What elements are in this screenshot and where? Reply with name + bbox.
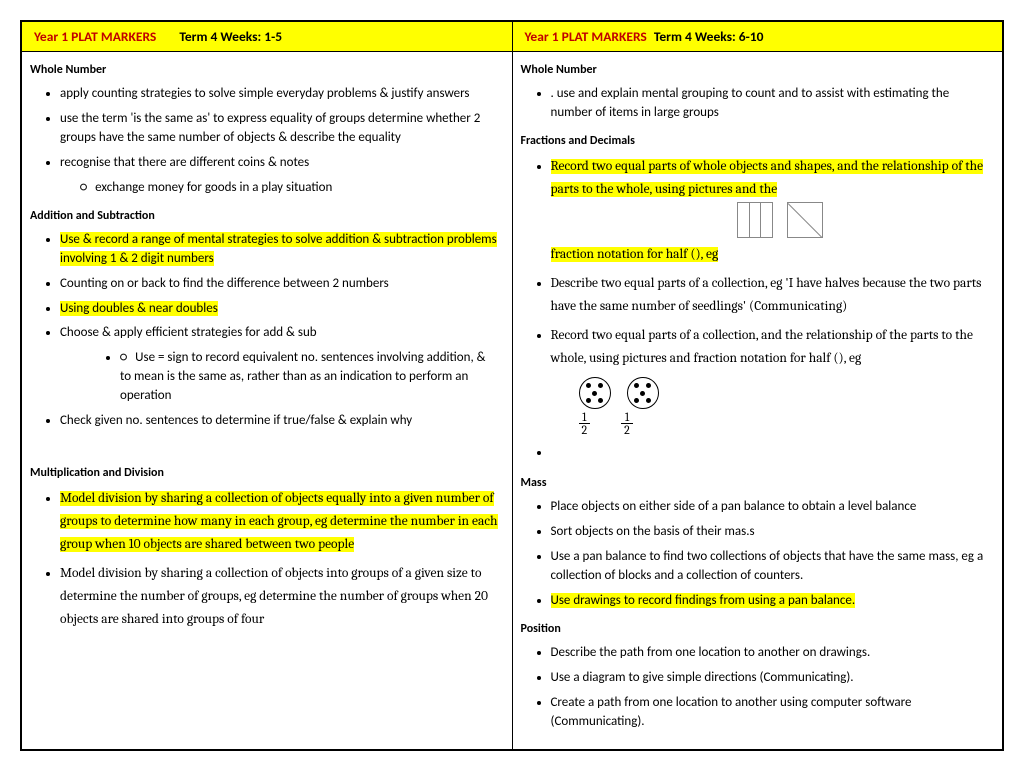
- header-left-title: Year 1 PLAT MARKERS: [34, 28, 156, 45]
- sub-list: exchange money for goods in a play situa…: [60, 179, 500, 198]
- add-sub-list: Use & record a range of mental strategie…: [30, 231, 500, 431]
- list-item: . use and explain mental grouping to cou…: [551, 85, 991, 123]
- header-right-weeks: Term 4 Weeks: 6-10: [654, 28, 764, 45]
- mult-div-list: Model division by sharing a collection o…: [30, 488, 500, 632]
- sub-list: Use = sign to record equivalent no. sent…: [100, 349, 500, 406]
- list-item: Place objects on either side of a pan ba…: [551, 498, 991, 517]
- list-item: [551, 442, 991, 465]
- list-item: Describe the path from one location to a…: [551, 644, 991, 663]
- list-item: Use a diagram to give simple directions …: [551, 669, 991, 688]
- dot-circle-icon: [627, 377, 659, 409]
- dot-fraction-diagram: 12 12: [579, 377, 991, 436]
- left-column: Whole Number apply counting strategies t…: [22, 52, 513, 749]
- list-item: Using doubles & near doubles: [60, 300, 500, 319]
- list-item: Use & record a range of mental strategie…: [60, 231, 500, 269]
- list-item: Check given no. sentences to determine i…: [60, 412, 500, 431]
- list-item: use the term 'is the same as' to express…: [60, 110, 500, 148]
- sub-item: Use = sign to record equivalent no. sent…: [120, 349, 500, 406]
- section-heading: Addition and Subtraction: [30, 208, 500, 225]
- body-row: Whole Number apply counting strategies t…: [22, 52, 1002, 749]
- list-item: recognise that there are different coins…: [60, 154, 500, 198]
- fractions-list: Record two equal parts of whole objects …: [521, 156, 991, 465]
- header-right: Year 1 PLAT MARKERS Term 4 Weeks: 6-10: [513, 22, 1003, 51]
- header-row: Year 1 PLAT MARKERS Term 4 Weeks: 1-5 Ye…: [22, 22, 1002, 52]
- header-left: Year 1 PLAT MARKERS Term 4 Weeks: 1-5: [22, 22, 513, 51]
- section-heading: Fractions and Decimals: [521, 133, 991, 150]
- fraction-boxes-icon: [731, 202, 830, 238]
- whole-number-list-r: . use and explain mental grouping to cou…: [521, 85, 991, 123]
- dot-circle-icon: [579, 377, 611, 409]
- section-heading: Position: [521, 621, 991, 638]
- position-list: Describe the path from one location to a…: [521, 644, 991, 731]
- header-right-title: Year 1 PLAT MARKERS: [525, 28, 647, 45]
- list-item: Sort objects on the basis of their mas.s: [551, 523, 991, 542]
- list-item: Model division by sharing a collection o…: [60, 488, 500, 557]
- list-item: Use a pan balance to find two collection…: [551, 548, 991, 586]
- plat-markers-table: Year 1 PLAT MARKERS Term 4 Weeks: 1-5 Ye…: [20, 20, 1004, 751]
- sub-item: exchange money for goods in a play situa…: [80, 179, 500, 198]
- list-item: Create a path from one location to anoth…: [551, 694, 991, 732]
- mass-list: Place objects on either side of a pan ba…: [521, 498, 991, 610]
- whole-number-list: apply counting strategies to solve simpl…: [30, 85, 500, 197]
- list-item: Choose & apply efficient strategies for …: [60, 324, 500, 405]
- section-heading: Whole Number: [521, 62, 991, 79]
- fraction-half-icon: 12: [621, 411, 633, 436]
- list-item: Use drawings to record findings from usi…: [551, 592, 991, 611]
- list-item: apply counting strategies to solve simpl…: [60, 85, 500, 104]
- header-left-weeks: Term 4 Weeks: 1-5: [179, 28, 282, 45]
- strip-box-icon: [737, 202, 773, 238]
- section-heading: Whole Number: [30, 62, 500, 79]
- fraction-half-icon: 12: [579, 411, 591, 436]
- list-item: Counting on or back to find the differen…: [60, 275, 500, 294]
- section-heading: Mass: [521, 475, 991, 492]
- list-item: Describe two equal parts of a collection…: [551, 273, 991, 319]
- list-item: Record two equal parts of whole objects …: [551, 156, 991, 267]
- section-heading: Multiplication and Division: [30, 465, 500, 482]
- right-column: Whole Number . use and explain mental gr…: [513, 52, 1003, 749]
- list-item: Model division by sharing a collection o…: [60, 563, 500, 632]
- diagonal-box-icon: [787, 202, 823, 238]
- list-item: Record two equal parts of a collection, …: [551, 325, 991, 436]
